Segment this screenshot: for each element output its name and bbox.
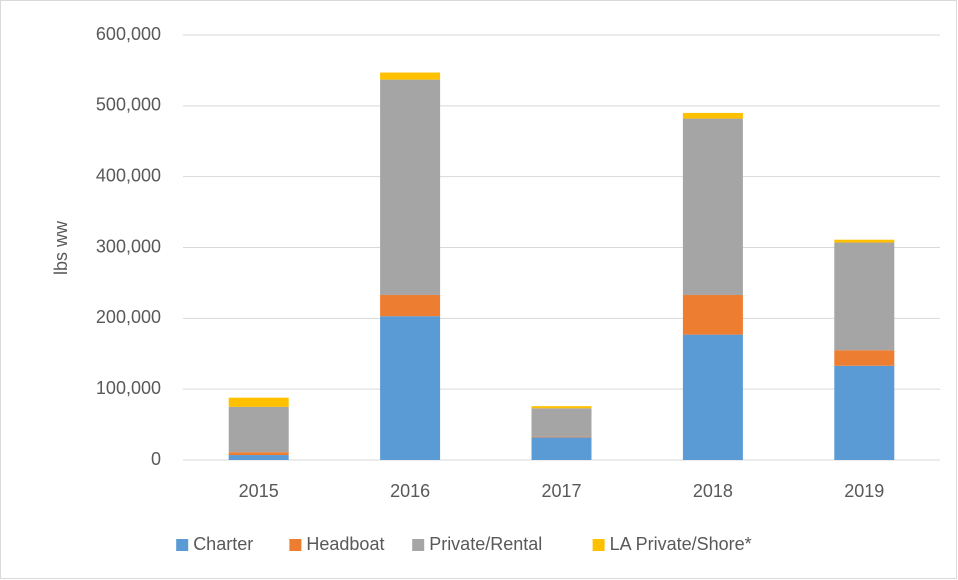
x-tick-label: 2019 (844, 481, 884, 501)
legend-label: Private/Rental (429, 534, 542, 554)
bar-segment (380, 72, 441, 80)
y-tick-label: 200,000 (96, 307, 161, 327)
legend-swatch (176, 539, 189, 551)
y-tick-label: 300,000 (96, 236, 161, 256)
x-tick-label: 2016 (390, 481, 430, 501)
x-tick-label: 2015 (239, 481, 279, 501)
bar-segment (834, 239, 895, 243)
bar-segment (834, 350, 895, 366)
bar-segment (228, 397, 289, 407)
y-tick-label: 100,000 (96, 378, 161, 398)
bar-segment (380, 294, 441, 317)
y-tick-label: 400,000 (96, 165, 161, 185)
x-tick-label: 2017 (541, 481, 581, 501)
bar-segment (228, 406, 289, 453)
legend-swatch (289, 539, 302, 551)
bar-segment (531, 406, 592, 409)
bar-segment (228, 452, 289, 456)
bar-segment (228, 455, 289, 460)
bar-segment (380, 316, 441, 460)
bar-segment (531, 436, 592, 438)
legend-label: Headboat (306, 534, 384, 554)
bar-segment (834, 242, 895, 351)
bar-segment (682, 294, 743, 335)
legend-swatch (592, 539, 605, 551)
bar-segment (682, 118, 743, 295)
x-tick-label: 2018 (693, 481, 733, 501)
y-tick-label: 600,000 (96, 24, 161, 44)
bar-segment (531, 437, 592, 460)
y-tick-label: 500,000 (96, 95, 161, 115)
bar-segment (531, 408, 592, 437)
bar-segment (380, 79, 441, 295)
legend-label: Charter (193, 534, 253, 554)
y-axis-label: lbs ww (51, 220, 71, 275)
bar-segment (834, 365, 895, 460)
legend-swatch (412, 539, 425, 551)
legend-label: LA Private/Shore* (610, 534, 752, 554)
y-tick-label: 0 (151, 449, 161, 469)
bar-segment (682, 112, 743, 119)
bar-segment (682, 334, 743, 460)
